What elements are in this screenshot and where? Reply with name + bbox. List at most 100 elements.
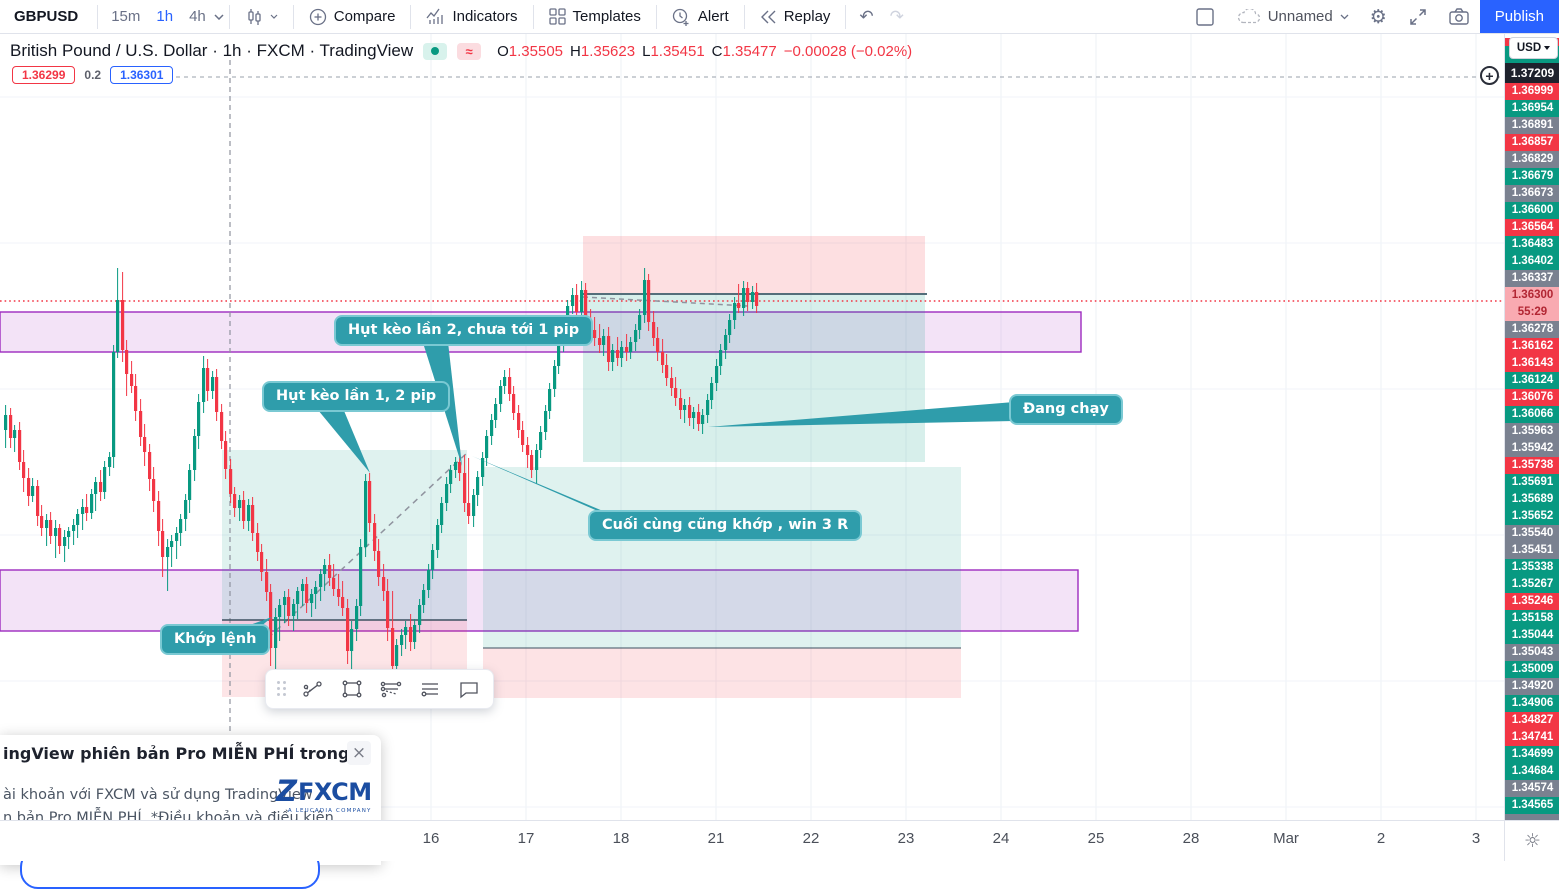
currency-label: USD: [1516, 42, 1542, 54]
fxcm-logo[interactable]: Z FXCM A LEUCADIA COMPANY: [276, 774, 372, 815]
timeframe-4h[interactable]: 4h: [189, 8, 206, 25]
price-label: 1.35246: [1505, 593, 1559, 610]
price-label: 1.36999: [1505, 83, 1559, 100]
settings-gear-icon[interactable]: ⚙: [1369, 5, 1387, 28]
dashed-trendline[interactable]: [267, 451, 469, 639]
price-label: 1.35738: [1505, 457, 1559, 474]
price-label: 1.36673: [1505, 185, 1559, 202]
parallel-channel-tool[interactable]: [373, 674, 409, 704]
layout-name: Unnamed: [1267, 8, 1333, 25]
visibility-dot-badge[interactable]: [423, 42, 448, 60]
currency-selector[interactable]: USD: [1509, 37, 1558, 59]
price-label: 1.34699: [1505, 746, 1559, 763]
symbol-button[interactable]: GBPUSD: [14, 8, 79, 25]
price-label: 1.35338: [1505, 559, 1559, 576]
approx-badge[interactable]: ≈: [457, 42, 482, 60]
popup-body-line: ài khoản với FXCM và sử dụng TradingView: [3, 787, 313, 803]
timeframe-15m[interactable]: 15m: [111, 8, 141, 25]
price-label: 1.35942: [1505, 440, 1559, 457]
fxcm-subtitle: A LEUCADIA COMPANY: [287, 808, 372, 814]
add-order-plus-icon[interactable]: +: [1480, 66, 1499, 85]
sell-order-label[interactable]: 1.36299: [12, 66, 76, 84]
chevron-down-icon[interactable]: [214, 13, 224, 20]
time-axis-label: 22: [802, 830, 820, 847]
callout-label[interactable]: Cuối cùng cũng khớp , win 3 R: [588, 510, 863, 541]
callout-label[interactable]: Khớp lệnh: [160, 624, 271, 655]
price-label: 1.35689: [1505, 491, 1559, 508]
big-position-loss-zone[interactable]: [483, 648, 961, 698]
price-label: 1.36162: [1505, 338, 1559, 355]
time-axis-label: 17: [517, 830, 535, 847]
rectangle-tool[interactable]: [334, 674, 370, 704]
time-axis-label: 21: [707, 830, 725, 847]
trend-line-tool[interactable]: [295, 674, 331, 704]
mini-dashed-line[interactable]: [582, 296, 749, 307]
purple-band-lower[interactable]: [0, 569, 1079, 632]
legend-title[interactable]: British Pound / U.S. Dollar · 1h · FXCM …: [10, 41, 414, 60]
price-label: 1.34741: [1505, 729, 1559, 746]
top-position-profit-zone[interactable]: [583, 294, 925, 462]
price-label: 1.35963: [1505, 423, 1559, 440]
price-label: 1.36337: [1505, 270, 1559, 287]
price-scale-labels: 1.370701.372091.369991.369541.368911.368…: [1505, 33, 1559, 820]
drag-handle-icon[interactable]: [277, 681, 287, 697]
order-quantity: 0.2: [84, 68, 102, 82]
price-label: 1.36857: [1505, 134, 1559, 151]
big-position-profit-zone[interactable]: [483, 467, 961, 648]
redo-button[interactable]: ↷: [889, 6, 904, 27]
price-label: 1.36600: [1505, 202, 1559, 219]
snapshot-camera-icon[interactable]: [1438, 8, 1480, 25]
callout-tail: [318, 406, 370, 473]
layout-select[interactable]: Unnamed: [1227, 0, 1359, 33]
price-label: 1.36143: [1505, 355, 1559, 372]
publish-button[interactable]: Publish: [1479, 0, 1559, 33]
price-label: 1.36829: [1505, 151, 1559, 168]
candles: [4, 268, 759, 679]
top-position-loss-zone[interactable]: [583, 236, 925, 294]
callout-label[interactable]: Hụt kèo lần 2, chưa tới 1 pip: [334, 315, 594, 346]
close-icon[interactable]: ×: [347, 741, 371, 765]
compare-button[interactable]: Compare: [299, 0, 406, 33]
price-label: 1.36483: [1505, 236, 1559, 253]
price-label: 1.35691: [1505, 474, 1559, 491]
layout-icon[interactable]: [1183, 7, 1227, 27]
theme-toggle[interactable]: ☼: [1504, 820, 1559, 861]
buy-order-label[interactable]: 1.36301: [110, 66, 174, 84]
comment-tool[interactable]: [451, 674, 487, 704]
templates-button[interactable]: Templates: [539, 0, 651, 33]
divider: [743, 4, 745, 29]
low-value: 1.35451: [650, 42, 705, 60]
price-label: 1.36954: [1505, 100, 1559, 117]
price-label: 1.36564: [1505, 219, 1559, 236]
chart-svg[interactable]: [0, 0, 1504, 820]
replay-button[interactable]: Replay: [750, 0, 841, 33]
callout-label[interactable]: Đang chạy: [1009, 394, 1123, 425]
price-label: 1.37209: [1505, 63, 1559, 83]
time-axis[interactable]: 16 17 18 21 22 23 24 25 28 Mar 2 3: [0, 820, 1504, 861]
price-label: 1.36076: [1505, 389, 1559, 406]
replay-label: Replay: [783, 8, 831, 25]
price-label: 1.34827: [1505, 712, 1559, 729]
callout-label[interactable]: Hụt kèo lần 1, 2 pip: [262, 381, 451, 412]
price-scale[interactable]: 1.370701.372091.369991.369541.368911.368…: [1504, 33, 1559, 820]
timeframe-1h[interactable]: 1h: [156, 8, 174, 25]
alert-label: Alert: [697, 8, 729, 25]
left-position-profit-zone[interactable]: [222, 450, 467, 620]
alert-button[interactable]: Alert: [662, 0, 739, 33]
undo-button[interactable]: ↶: [859, 6, 874, 27]
chart-style-button[interactable]: [235, 0, 288, 33]
change-value: −0.00028 (−0.02%): [783, 42, 913, 60]
price-label: 55:29: [1505, 304, 1559, 321]
cloud-icon: [1237, 9, 1261, 24]
indicators-button[interactable]: Indicators: [416, 0, 527, 33]
fullscreen-icon[interactable]: [1398, 8, 1438, 26]
close-value: 1.35477: [722, 42, 777, 60]
chevron-down-icon: [270, 14, 278, 19]
price-label: 1.36124: [1505, 372, 1559, 389]
callout-tail: [708, 402, 1014, 427]
divider: [228, 4, 230, 29]
fxcm-mark-icon: Z: [276, 774, 298, 808]
horizontal-lines-tool[interactable]: [412, 674, 448, 704]
divider: [410, 4, 412, 29]
